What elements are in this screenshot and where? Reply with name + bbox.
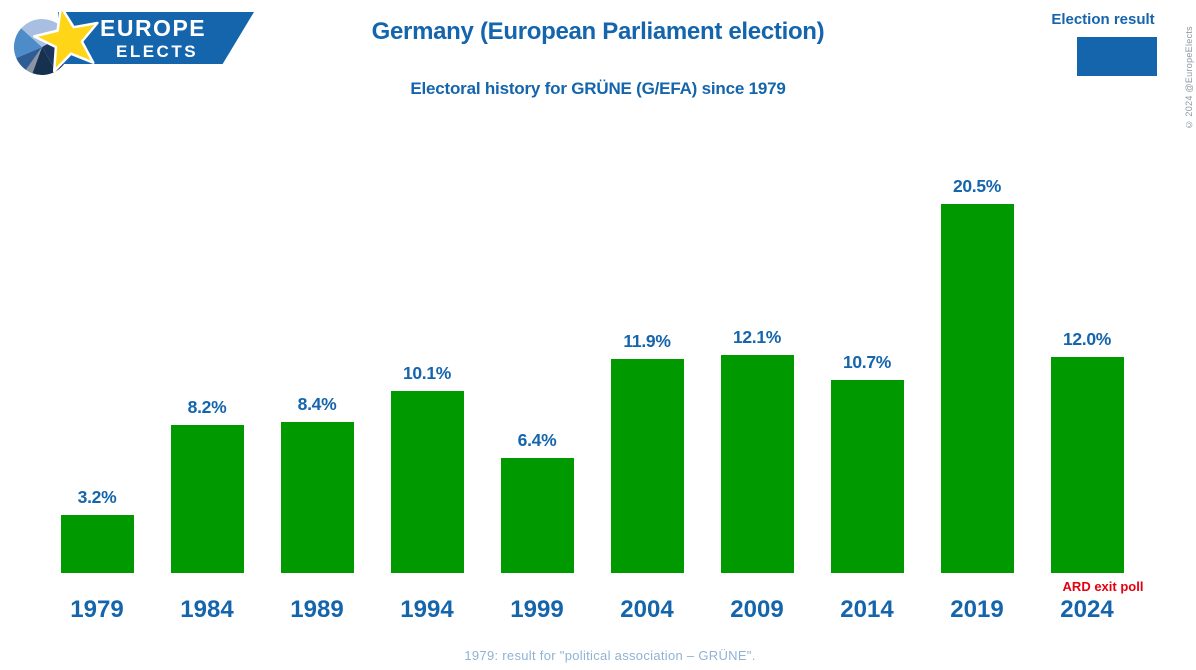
value-label-1989: 8.4% <box>297 393 337 414</box>
value-label-2009: 12.1% <box>732 327 782 348</box>
year-label-2014: 2014 <box>840 596 894 623</box>
legend: Election result <box>1048 10 1158 76</box>
value-label-2019: 20.5% <box>952 176 1002 196</box>
bar-2004 <box>610 358 684 573</box>
value-label-2024: 12.0% <box>1062 329 1112 349</box>
bar-2024 <box>1050 357 1124 573</box>
bar-1979 <box>60 515 134 573</box>
logo-banner: EUROPE ELECTS <box>58 12 254 64</box>
year-label-2024: 2024 <box>1060 596 1114 623</box>
bar-1994 <box>390 391 464 573</box>
bar-column-2014: 10.7% <box>812 352 922 573</box>
year-label-1989: 1989 <box>290 596 344 623</box>
exit-poll-annotation: ARD exit poll <box>1062 579 1144 594</box>
bar-1999 <box>500 457 574 573</box>
page-subtitle: Electoral history for GRÜNE (G/EFA) sinc… <box>410 79 786 98</box>
bar-2009 <box>720 355 794 573</box>
year-label-2019: 2019 <box>950 596 1004 623</box>
value-label-1999: 6.4% <box>517 429 557 450</box>
bar-column-2009: 12.1% <box>702 327 812 573</box>
value-label-1979: 3.2% <box>77 487 117 508</box>
year-label-1994: 1994 <box>400 596 454 623</box>
value-label-1984: 8.2% <box>187 397 227 418</box>
bar-column-1999: 6.4% <box>482 430 592 573</box>
bar-2019 <box>940 204 1014 573</box>
bar-column-1979: 3.2% <box>42 487 152 573</box>
value-label-2014: 10.7% <box>842 352 892 373</box>
europe-elects-logo: EUROPE ELECTS <box>0 0 270 90</box>
year-label-1979: 1979 <box>70 596 124 623</box>
footnote: 1979: result for "political association … <box>464 648 756 663</box>
logo-text-elects: ELECTS <box>116 42 199 61</box>
year-label-2004: 2004 <box>620 596 674 623</box>
value-label-1994: 10.1% <box>402 363 452 384</box>
bar-column-2024: 12.0% <box>1032 329 1142 573</box>
bar-column-2019: 20.5% <box>922 176 1032 573</box>
bar-column-1989: 8.4% <box>262 394 372 573</box>
value-label-2004: 11.9% <box>623 330 671 351</box>
bar-column-2004: 11.9% <box>592 331 702 573</box>
legend-swatch <box>1077 37 1157 76</box>
bar-column-1984: 8.2% <box>152 397 262 573</box>
bar-1984 <box>170 425 244 573</box>
year-label-2009: 2009 <box>730 596 784 623</box>
legend-label: Election result <box>1051 11 1155 28</box>
year-label-1984: 1984 <box>180 596 234 623</box>
bar-1989 <box>280 421 354 573</box>
page-title: Germany (European Parliament election) <box>371 18 825 45</box>
year-label-1999: 1999 <box>510 596 564 623</box>
bar-2014 <box>830 380 904 573</box>
bar-column-1994: 10.1% <box>372 363 482 573</box>
logo-text-europe: EUROPE <box>100 15 207 41</box>
eu-star-icon <box>32 5 99 73</box>
